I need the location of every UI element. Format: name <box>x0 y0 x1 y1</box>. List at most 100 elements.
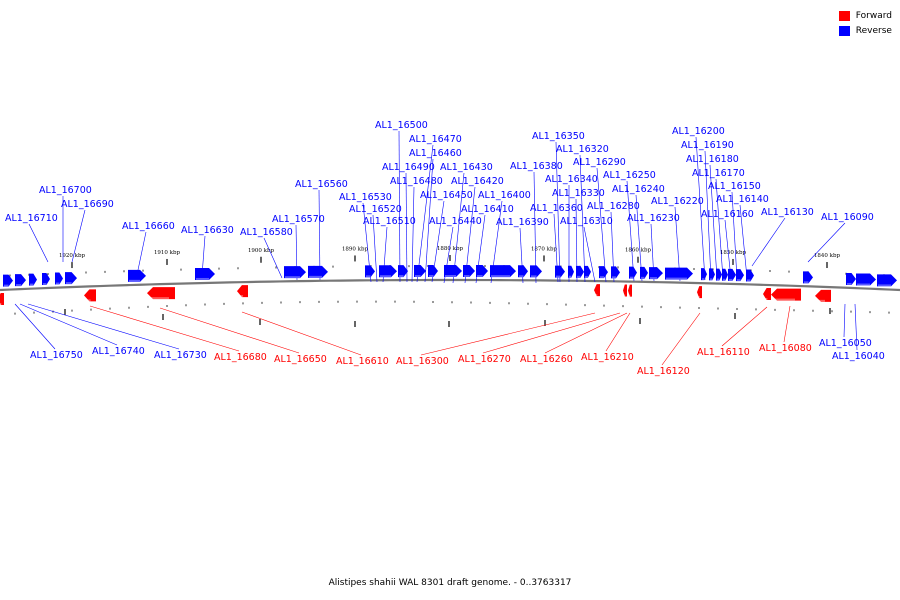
gene-label-al1-16510: AL1_16510 <box>363 216 416 227</box>
reverse-gene <box>15 274 26 287</box>
gene-label-al1-16050: AL1_16050 <box>819 338 872 349</box>
reverse-gene <box>3 274 13 287</box>
reverse-gene <box>555 265 565 278</box>
gene-label-al1-16240: AL1_16240 <box>612 184 665 195</box>
leader-line <box>411 186 415 283</box>
gene-label-al1-16700: AL1_16700 <box>39 185 92 196</box>
gene-shape <box>568 265 574 278</box>
gene-label-al1-16220: AL1_16220 <box>651 196 704 207</box>
reverse-gene <box>640 266 648 279</box>
leader-line <box>721 306 768 347</box>
gene-shade <box>717 278 720 281</box>
gene-label-al1-16730: AL1_16730 <box>154 350 207 361</box>
gene-shade <box>285 276 300 279</box>
gene-shade <box>698 296 700 299</box>
leader-line <box>241 311 362 356</box>
leader-line <box>626 180 635 282</box>
gene-label-al1-16300: AL1_16300 <box>396 356 449 367</box>
gene-shape <box>640 266 648 279</box>
gene-shape <box>649 267 663 280</box>
forward-gene <box>84 289 96 302</box>
gene-label-al1-16650: AL1_16650 <box>274 354 327 365</box>
gene-shape <box>771 288 801 301</box>
gene-shade <box>666 277 687 280</box>
gene-shade <box>747 279 751 282</box>
gene-shade <box>380 275 391 278</box>
gene-shade <box>477 275 483 278</box>
reverse-gene <box>568 265 574 278</box>
gene-shape <box>722 268 728 281</box>
gene-shade <box>43 283 47 286</box>
gene-shade <box>630 276 634 279</box>
legend-forward: Forward <box>838 8 892 23</box>
gene-label-al1-16110: AL1_16110 <box>697 347 750 358</box>
gene-label-al1-16470: AL1_16470 <box>409 134 462 145</box>
gene-label-al1-16680: AL1_16680 <box>214 352 267 363</box>
gene-shape <box>665 267 693 280</box>
leader-line <box>731 191 738 280</box>
gene-shape <box>463 265 475 278</box>
gene-shade <box>399 275 404 278</box>
gene-label-al1-16160: AL1_16160 <box>701 209 754 220</box>
leader-line <box>555 141 561 283</box>
gene-label-al1-16250: AL1_16250 <box>603 170 656 181</box>
legend-forward-label: Forward <box>855 10 892 21</box>
leader-line <box>28 223 49 263</box>
leader-line <box>661 312 701 366</box>
gene-arrows <box>0 265 897 305</box>
gene-shape <box>428 265 438 278</box>
gene-label-al1-16450: AL1_16450 <box>420 190 473 201</box>
gene-label-al1-16260: AL1_16260 <box>520 354 573 365</box>
gene-shape <box>736 269 744 282</box>
gene-label-al1-16320: AL1_16320 <box>556 144 609 155</box>
reverse-gene <box>649 267 663 280</box>
gene-shape <box>147 287 175 300</box>
reverse-gene <box>195 267 215 280</box>
leader-line <box>14 303 56 350</box>
gene-label-al1-16520: AL1_16520 <box>349 204 402 215</box>
forward-gene <box>147 287 175 300</box>
reverse-gene <box>746 269 754 282</box>
gene-shape <box>576 265 584 278</box>
legend-reverse-swatch <box>838 25 850 36</box>
forward-gene <box>623 284 627 297</box>
gene-shade <box>710 278 713 281</box>
gene-shape <box>128 269 146 282</box>
genome-caption: Alistipes shahii WAL 8301 draft genome. … <box>328 578 572 588</box>
gene-shade <box>816 299 825 302</box>
gene-label-al1-16690: AL1_16690 <box>61 199 114 210</box>
gene-shape <box>42 273 50 286</box>
gene-shape <box>803 271 813 284</box>
gene-shape <box>530 265 542 278</box>
gene-shade <box>445 275 456 278</box>
reverse-gene <box>365 265 375 278</box>
tick-label: 1860 kbp <box>625 248 652 254</box>
gene-label-al1-16150: AL1_16150 <box>708 181 761 192</box>
gene-label-al1-16480: AL1_16480 <box>390 176 443 187</box>
gene-label-al1-16310: AL1_16310 <box>560 216 613 227</box>
leader-line <box>398 130 401 283</box>
reverse-gene <box>846 272 856 285</box>
tick-label: 1840 kbp <box>814 253 841 259</box>
gene-shape <box>728 268 736 281</box>
gene-shade <box>857 283 870 286</box>
leader-line <box>263 237 283 279</box>
gene-shape <box>518 265 528 278</box>
gene-label-al1-16180: AL1_16180 <box>686 154 739 165</box>
leader-line <box>854 303 858 351</box>
reverse-gene <box>518 265 528 278</box>
gene-label-al1-16170: AL1_16170 <box>692 168 745 179</box>
gene-shade <box>577 275 581 278</box>
gene-shape <box>476 265 488 278</box>
leader-line <box>739 204 748 279</box>
leader-line <box>482 312 621 354</box>
gene-shape <box>555 265 565 278</box>
gene-shape <box>846 272 856 285</box>
reverse-gene <box>728 268 736 281</box>
reverse-gene <box>611 266 620 279</box>
reverse-gene <box>65 272 77 285</box>
leader-line <box>420 312 596 356</box>
reverse-gene <box>803 271 813 284</box>
label-leaders <box>14 130 858 366</box>
